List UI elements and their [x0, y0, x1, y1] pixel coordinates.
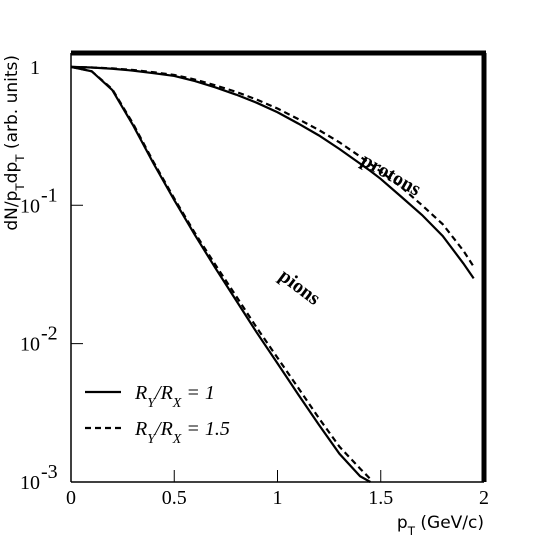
x-tick-label: 1 — [273, 487, 283, 509]
line-series — [70, 65, 475, 268]
y-tick-label: 10 — [20, 472, 40, 494]
y-tick-label: 1 — [30, 57, 40, 79]
x-tick-label: 1.5 — [368, 487, 393, 509]
y-tick-exponent: -2 — [41, 323, 58, 345]
y-tick-exponent: -3 — [41, 461, 58, 483]
y-tick-label: 10 — [20, 195, 40, 217]
y-tick-label: 10 — [20, 334, 40, 356]
x-tick-label: 0 — [66, 487, 76, 509]
x-tick-label: 2 — [479, 487, 489, 509]
y-tick-exponent: -1 — [41, 184, 58, 206]
x-tick-label: 0.5 — [162, 487, 187, 509]
line-series — [70, 65, 371, 483]
line-series — [70, 65, 372, 480]
